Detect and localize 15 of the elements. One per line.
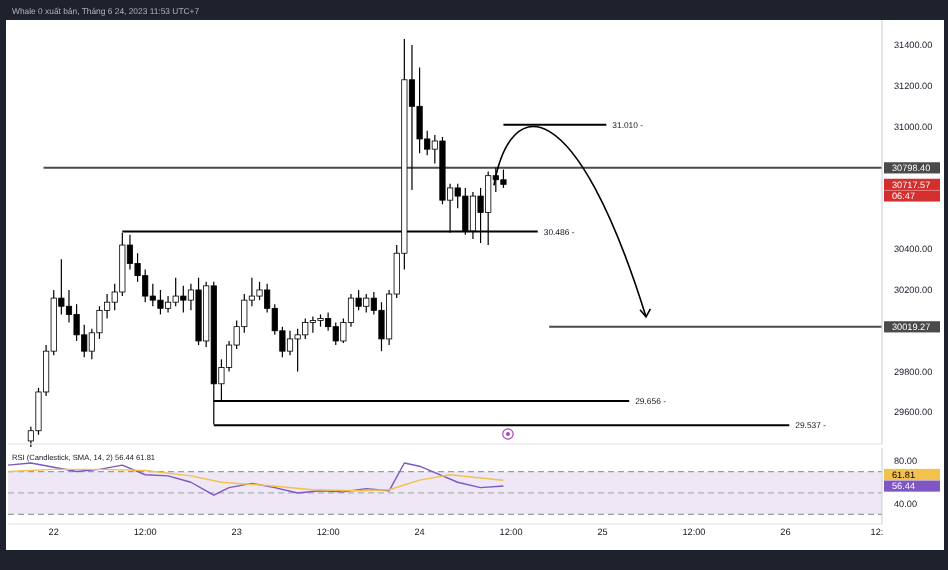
candlestick — [172, 277, 179, 307]
candlestick — [142, 268, 149, 303]
candlestick — [180, 285, 187, 313]
candlestick — [256, 281, 263, 301]
candlestick — [309, 315, 316, 334]
candlestick — [500, 168, 507, 189]
candlestick — [302, 317, 309, 340]
candlestick — [149, 283, 156, 307]
candlestick — [294, 328, 301, 373]
candlestick — [165, 295, 172, 313]
candlestick — [363, 293, 370, 313]
line-series — [7, 468, 505, 492]
candlestick — [157, 289, 164, 316]
line-series — [7, 462, 505, 496]
candlestick — [286, 330, 294, 356]
